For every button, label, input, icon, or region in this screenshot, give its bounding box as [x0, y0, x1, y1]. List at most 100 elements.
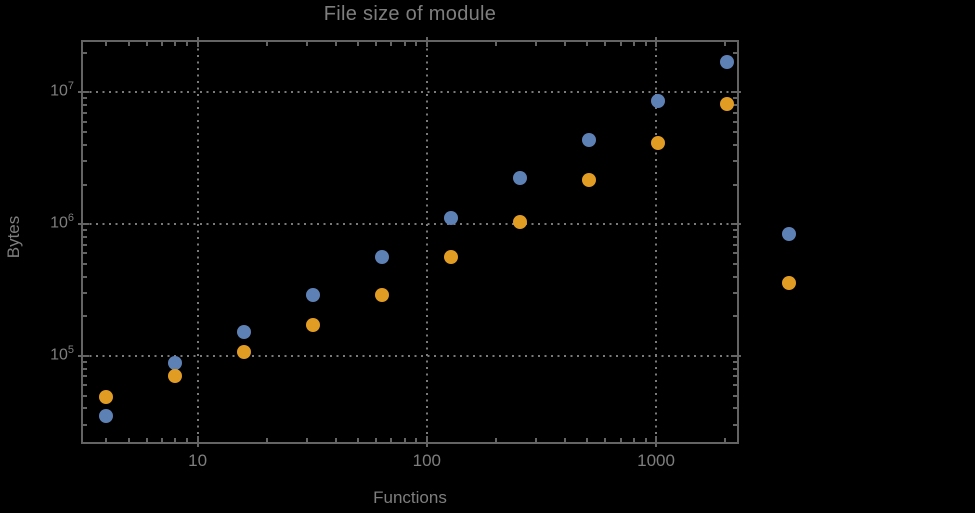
x-minor-tick-top — [535, 42, 538, 46]
data-point-series-1 — [99, 409, 114, 424]
y-minor-tick-right — [733, 51, 737, 54]
x-major-tick-top — [425, 37, 428, 47]
data-point-series-1 — [651, 93, 666, 108]
data-point-series-1 — [168, 356, 183, 371]
x-minor-tick-bottom — [415, 438, 418, 442]
x-minor-tick-top — [604, 42, 607, 46]
x-major-tick-bottom — [655, 436, 658, 447]
x-minor-tick-top — [356, 42, 359, 46]
y-minor-tick-left — [83, 160, 87, 163]
data-point-series-1 — [375, 249, 390, 264]
gridline-x-1000 — [655, 42, 658, 442]
x-minor-tick-bottom — [334, 438, 337, 442]
x-major-tick-top — [655, 37, 658, 47]
data-point-series-2 — [444, 250, 459, 265]
gridline-y-1e6 — [83, 223, 737, 226]
data-point-series-1 — [444, 210, 459, 225]
y-minor-tick-right — [733, 229, 737, 232]
x-minor-tick-bottom — [265, 438, 268, 442]
x-minor-tick-bottom — [644, 438, 647, 442]
y-minor-tick-right — [733, 394, 737, 397]
x-minor-tick-top — [390, 42, 393, 46]
x-minor-tick-top — [619, 42, 622, 46]
x-minor-tick-bottom — [563, 438, 566, 442]
y-minor-tick-left — [83, 97, 87, 100]
y-minor-tick-left — [83, 407, 87, 410]
x-minor-tick-bottom — [494, 438, 497, 442]
y-minor-tick-right — [733, 236, 737, 238]
gridline-y-1e5 — [83, 355, 737, 358]
x-minor-tick-top — [403, 42, 406, 46]
y-minor-tick-left — [83, 183, 87, 186]
x-minor-tick-bottom — [724, 438, 727, 442]
data-point-series-1 — [720, 54, 735, 69]
x-minor-tick-top — [724, 42, 727, 46]
y-minor-tick-right — [733, 262, 737, 265]
x-minor-tick-bottom — [305, 438, 308, 442]
y-major-tick-right — [731, 355, 741, 358]
y-minor-tick-right — [733, 160, 737, 163]
x-major-tick-top — [196, 37, 199, 47]
x-minor-tick-top — [632, 42, 635, 46]
y-minor-tick-left — [83, 51, 87, 54]
y-minor-tick-right — [733, 384, 737, 387]
x-minor-tick-bottom — [535, 438, 538, 442]
legend-marker-1 — [782, 227, 796, 241]
data-point-series-2 — [306, 317, 321, 332]
y-minor-tick-right — [733, 423, 737, 426]
y-minor-tick-left — [83, 292, 87, 295]
x-minor-tick-bottom — [161, 438, 164, 442]
y-minor-tick-right — [733, 361, 737, 364]
x-minor-tick-top — [494, 42, 497, 46]
x-minor-tick-top — [334, 42, 337, 46]
y-minor-tick-left — [83, 375, 87, 378]
y-minor-tick-right — [733, 375, 737, 378]
y-minor-tick-left — [83, 236, 87, 238]
data-point-series-1 — [582, 133, 597, 148]
x-minor-tick-bottom — [619, 438, 622, 442]
y-major-tick-left — [78, 91, 89, 94]
data-point-series-1 — [513, 171, 528, 186]
chart-title: File size of module — [323, 3, 497, 25]
x-minor-tick-top — [644, 42, 647, 46]
y-minor-tick-left — [83, 315, 87, 318]
y-minor-tick-left — [83, 131, 87, 134]
y-minor-tick-right — [733, 120, 737, 123]
x-minor-tick-top — [586, 42, 589, 46]
y-minor-tick-left — [83, 367, 87, 370]
x-minor-tick-top — [174, 42, 177, 46]
x-minor-tick-top — [145, 42, 148, 46]
x-minor-tick-top — [415, 42, 418, 46]
x-minor-tick-top — [305, 42, 308, 46]
y-minor-tick-left — [83, 229, 87, 232]
x-minor-tick-top — [186, 42, 189, 46]
data-point-series-2 — [513, 214, 528, 229]
x-minor-tick-top — [127, 42, 130, 46]
x-minor-tick-bottom — [403, 438, 406, 442]
x-minor-tick-bottom — [356, 438, 359, 442]
y-minor-tick-right — [733, 243, 737, 246]
y-minor-tick-left — [83, 384, 87, 387]
y-minor-tick-right — [733, 407, 737, 410]
y-minor-tick-left — [83, 111, 87, 114]
data-point-series-2 — [99, 389, 114, 404]
y-minor-tick-right — [733, 292, 737, 295]
x-minor-tick-bottom — [604, 438, 607, 442]
gridline-y-1e7 — [83, 91, 737, 94]
y-minor-tick-right — [733, 183, 737, 186]
y-minor-tick-left — [83, 104, 87, 107]
data-point-series-2 — [720, 96, 735, 111]
y-minor-tick-right — [733, 143, 737, 146]
y-minor-tick-left — [83, 120, 87, 123]
gridline-x-10 — [196, 42, 199, 442]
x-minor-tick-bottom — [174, 438, 177, 442]
x-tick-label: 100 — [412, 451, 442, 470]
x-minor-tick-top — [265, 42, 268, 46]
data-point-series-2 — [375, 288, 390, 303]
y-major-tick-left — [78, 355, 89, 358]
data-point-series-2 — [582, 173, 597, 188]
y-minor-tick-right — [733, 131, 737, 134]
y-minor-tick-left — [83, 423, 87, 426]
x-tick-label: 10 — [188, 451, 208, 470]
